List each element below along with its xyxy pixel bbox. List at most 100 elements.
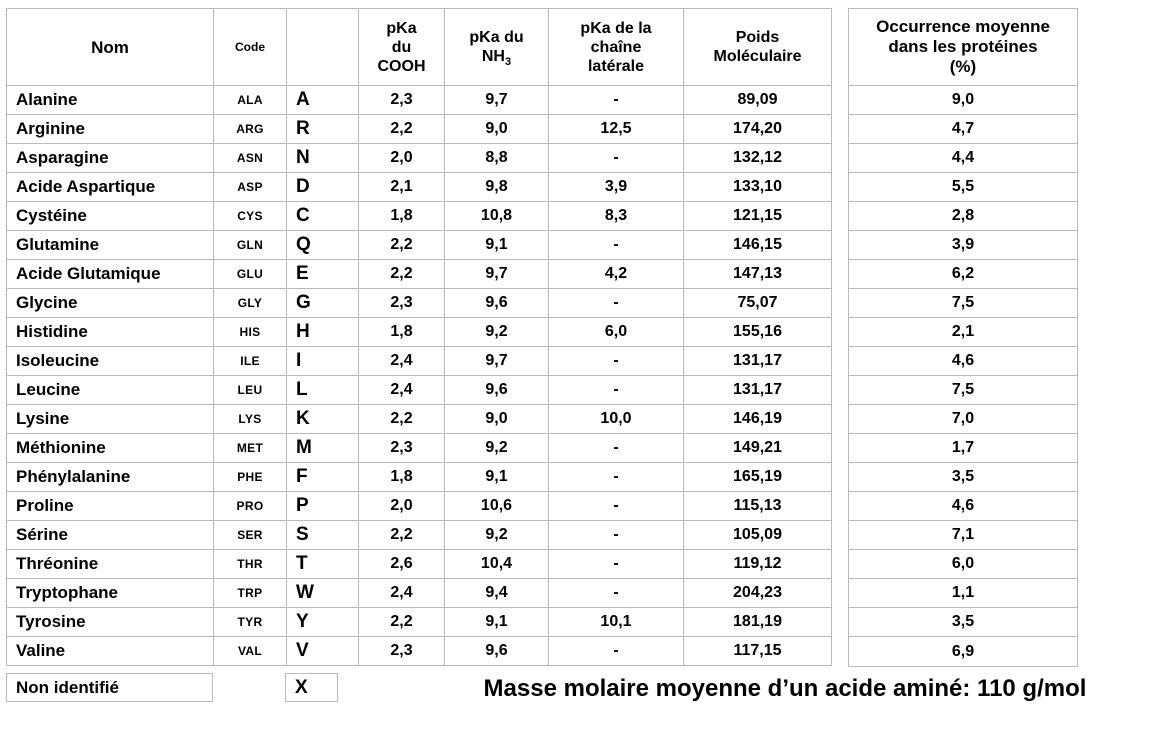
amino-name: Sérine bbox=[6, 520, 214, 550]
pka-cooh-value: 2,2 bbox=[358, 114, 445, 144]
header-pka-nh3-subscript: 3 bbox=[504, 56, 512, 69]
table-row: Sérine SER S 2,2 9,2 - 105,09 bbox=[6, 520, 832, 550]
table-row: Phénylalanine PHE F 1,8 9,1 - 165,19 bbox=[6, 462, 832, 492]
occurrence-values: 9,0 4,7 4,4 5,5 2,8 3,9 6,2 7,5 2,1 4,6 … bbox=[849, 86, 1077, 666]
amino-code-3letter: ARG bbox=[213, 114, 287, 144]
pka-cooh-value: 2,0 bbox=[358, 143, 445, 173]
header-pka-nh3-line1: pKa du bbox=[469, 29, 524, 46]
pka-nh3-value: 9,7 bbox=[444, 85, 549, 115]
table-row: Histidine HIS H 1,8 9,2 6,0 155,16 bbox=[6, 317, 832, 347]
pka-nh3-value: 9,0 bbox=[444, 404, 549, 434]
amino-code-3letter: GLU bbox=[213, 259, 287, 289]
pka-nh3-value: 8,8 bbox=[444, 143, 549, 173]
pka-side-chain-value: 4,2 bbox=[548, 259, 684, 289]
occurrence-value: 6,2 bbox=[849, 260, 1077, 289]
amino-name: Glutamine bbox=[6, 230, 214, 260]
pka-nh3-value: 9,0 bbox=[444, 114, 549, 144]
table-row: Glutamine GLN Q 2,2 9,1 - 146,15 bbox=[6, 230, 832, 260]
table-row: Tryptophane TRP W 2,4 9,4 - 204,23 bbox=[6, 578, 832, 608]
amino-code-1letter: L bbox=[286, 375, 359, 405]
amino-code-3letter: SER bbox=[213, 520, 287, 550]
amino-code-1letter: A bbox=[286, 85, 359, 115]
amino-code-1letter: D bbox=[286, 172, 359, 202]
pka-side-chain-value: 6,0 bbox=[548, 317, 684, 347]
amino-name: Méthionine bbox=[6, 433, 214, 463]
table-row: Arginine ARG R 2,2 9,0 12,5 174,20 bbox=[6, 114, 832, 144]
header-molecular-weight: Poids Moléculaire bbox=[683, 8, 832, 86]
pka-side-chain-value: - bbox=[548, 375, 684, 405]
table-row: Alanine ALA A 2,3 9,7 - 89,09 bbox=[6, 85, 832, 115]
occurrence-value: 7,1 bbox=[849, 521, 1077, 550]
amino-code-3letter: ILE bbox=[213, 346, 287, 376]
amino-name: Histidine bbox=[6, 317, 214, 347]
occurrence-value: 2,1 bbox=[849, 318, 1077, 347]
pka-nh3-value: 9,2 bbox=[444, 433, 549, 463]
amino-code-1letter: Q bbox=[286, 230, 359, 260]
pka-cooh-value: 2,2 bbox=[358, 607, 445, 637]
table-row: Acide Aspartique ASP D 2,1 9,8 3,9 133,1… bbox=[6, 172, 832, 202]
table-row: Cystéine CYS C 1,8 10,8 8,3 121,15 bbox=[6, 201, 832, 231]
amino-code-3letter: MET bbox=[213, 433, 287, 463]
table-row: Glycine GLY G 2,3 9,6 - 75,07 bbox=[6, 288, 832, 318]
amino-code-3letter: HIS bbox=[213, 317, 287, 347]
amino-code-3letter: ASP bbox=[213, 172, 287, 202]
molecular-weight-value: 149,21 bbox=[683, 433, 832, 463]
occurrence-value: 4,7 bbox=[849, 115, 1077, 144]
pka-nh3-value: 10,4 bbox=[444, 549, 549, 579]
pka-side-chain-value: 8,3 bbox=[548, 201, 684, 231]
table-row: Acide Glutamique GLU E 2,2 9,7 4,2 147,1… bbox=[6, 259, 832, 289]
amino-code-3letter: VAL bbox=[213, 636, 287, 666]
molecular-weight-value: 131,17 bbox=[683, 346, 832, 376]
table-row: Asparagine ASN N 2,0 8,8 - 132,12 bbox=[6, 143, 832, 173]
molecular-weight-value: 165,19 bbox=[683, 462, 832, 492]
amino-name: Cystéine bbox=[6, 201, 214, 231]
amino-code-1letter: Y bbox=[286, 607, 359, 637]
molecular-weight-value: 121,15 bbox=[683, 201, 832, 231]
pka-nh3-value: 9,1 bbox=[444, 462, 549, 492]
amino-code-1letter: N bbox=[286, 143, 359, 173]
header-row: Nom Code pKa du COOH pKa du NH3 pKa de la… bbox=[6, 8, 832, 86]
amino-code-1letter: W bbox=[286, 578, 359, 608]
occurrence-value: 7,5 bbox=[849, 376, 1077, 405]
amino-name: Asparagine bbox=[6, 143, 214, 173]
header-pka-side-chain: pKa de la chaîne latérale bbox=[548, 8, 684, 86]
amino-code-1letter: H bbox=[286, 317, 359, 347]
pka-side-chain-value: - bbox=[548, 85, 684, 115]
occurrence-value: 6,9 bbox=[951, 642, 975, 660]
pka-side-chain-value: - bbox=[548, 520, 684, 550]
amino-code-1letter: G bbox=[286, 288, 359, 318]
pka-nh3-value: 9,4 bbox=[444, 578, 549, 608]
pka-nh3-value: 9,8 bbox=[444, 172, 549, 202]
amino-acid-table: Nom Code pKa du COOH pKa du NH3 pKa de la… bbox=[6, 8, 832, 666]
molecular-weight-value: 155,16 bbox=[683, 317, 832, 347]
pka-side-chain-value: - bbox=[548, 346, 684, 376]
amino-code-3letter: THR bbox=[213, 549, 287, 579]
molecular-weight-value: 105,09 bbox=[683, 520, 832, 550]
amino-code-1letter: K bbox=[286, 404, 359, 434]
pka-cooh-value: 2,2 bbox=[358, 259, 445, 289]
pka-side-chain-value: - bbox=[548, 288, 684, 318]
pka-nh3-value: 9,2 bbox=[444, 520, 549, 550]
table-row: Isoleucine ILE I 2,4 9,7 - 131,17 bbox=[6, 346, 832, 376]
unidentified-label: Non identifié bbox=[16, 677, 119, 697]
amino-name: Proline bbox=[6, 491, 214, 521]
table-row: Méthionine MET M 2,3 9,2 - 149,21 bbox=[6, 433, 832, 463]
pka-cooh-value: 1,8 bbox=[358, 317, 445, 347]
amino-name: Acide Aspartique bbox=[6, 172, 214, 202]
header-pka-nh3-base: NH bbox=[481, 48, 505, 65]
pka-cooh-value: 2,3 bbox=[358, 636, 445, 666]
amino-code-1letter: F bbox=[286, 462, 359, 492]
amino-code-3letter: TYR bbox=[213, 607, 287, 637]
pka-cooh-value: 2,4 bbox=[358, 346, 445, 376]
occurrence-value: 7,0 bbox=[849, 405, 1077, 434]
amino-name: Glycine bbox=[6, 288, 214, 318]
pka-side-chain-value: 10,0 bbox=[548, 404, 684, 434]
pka-side-chain-value: 3,9 bbox=[548, 172, 684, 202]
amino-code-3letter: CYS bbox=[213, 201, 287, 231]
pka-nh3-value: 9,7 bbox=[444, 346, 549, 376]
pka-cooh-value: 2,3 bbox=[358, 85, 445, 115]
pka-nh3-value: 9,2 bbox=[444, 317, 549, 347]
amino-code-3letter: ALA bbox=[213, 85, 287, 115]
amino-name: Phénylalanine bbox=[6, 462, 214, 492]
amino-code-3letter: TRP bbox=[213, 578, 287, 608]
